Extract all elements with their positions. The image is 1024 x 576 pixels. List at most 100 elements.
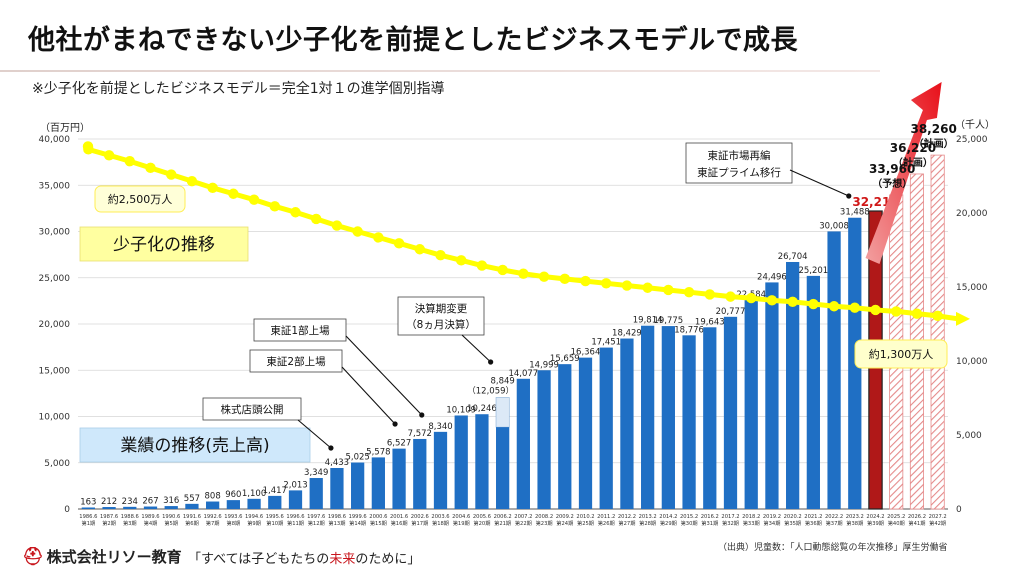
annualized-bar	[495, 397, 510, 428]
x-tick-year: 2004.6	[452, 514, 470, 520]
sales-legend-label: 業績の推移(売上高)	[120, 436, 269, 456]
x-tick-year: 1991.6	[183, 514, 201, 520]
y-left-tick-label: 40,000	[39, 135, 71, 145]
sales-bar	[454, 415, 468, 509]
x-tick-period: 第18期	[432, 519, 449, 527]
slogan-highlight: 未来	[329, 552, 356, 567]
tosho2-leader	[341, 366, 396, 425]
bar-value-label: 19,775	[653, 316, 683, 326]
tosho1-callout-box	[253, 318, 347, 342]
x-tick-period: 第9期	[247, 519, 261, 527]
sales-bar	[496, 427, 510, 509]
x-tick-year: 2009.2	[556, 514, 574, 520]
children-point	[352, 226, 363, 237]
children-legend-box	[79, 226, 249, 262]
x-tick-period: 第32期	[722, 519, 739, 527]
page-subtitle: ※少子化を前提としたビジネスモデル＝完全1対１の進学個別指導	[32, 81, 445, 97]
tento-callout-label: 株式店頭公開	[221, 403, 284, 416]
x-tick-year: 1995.6	[266, 514, 284, 520]
bar-value-label: 17,451	[591, 338, 621, 348]
prime-callout-line2: 東証プライム移行	[697, 166, 781, 179]
sales-bar	[661, 326, 675, 509]
x-tick-period: 第21期	[494, 519, 511, 527]
kessan-leader-dot	[488, 359, 494, 365]
children-point	[373, 232, 384, 243]
page-title: 他社がまねできない少子化を前提としたビジネスモデルで成長	[28, 25, 798, 56]
x-tick-year: 2016.2	[701, 514, 719, 520]
x-tick-year: 1992.6	[204, 514, 222, 520]
bar-value-label: 25,201	[798, 266, 828, 276]
x-tick-year: 1990.6	[162, 514, 180, 520]
end-population-box	[854, 339, 948, 369]
y-right-tick-label: 0	[956, 505, 962, 515]
kessan-callout-box	[397, 296, 485, 336]
x-tick-period: 第38期	[846, 519, 863, 527]
bar-value-label: 5,025	[345, 453, 369, 463]
start-population-box	[94, 185, 186, 213]
x-tick-year: 1996.6	[286, 514, 304, 520]
x-tick-year: 2021.2	[804, 514, 822, 520]
y-left-tick-label: 5,000	[44, 459, 70, 469]
x-tick-period: 第25期	[577, 519, 594, 527]
x-tick-period: 第16期	[391, 519, 408, 527]
bar-value-label: 234	[122, 497, 138, 507]
sales-bar	[475, 414, 489, 509]
children-arrowhead	[956, 311, 970, 326]
bar-value-label: 2,013	[283, 480, 307, 490]
x-tick-year: 2007.2	[514, 514, 532, 520]
sales-bar	[786, 261, 800, 509]
prime-callout-box	[685, 142, 793, 184]
x-tick-year: 2008.2	[535, 514, 553, 520]
x-tick-year: 1993.6	[224, 514, 242, 520]
forecast-value-label: 36,220	[890, 141, 936, 155]
sales-bar	[247, 498, 261, 509]
y-right-tick-label: 20,000	[956, 209, 988, 219]
bar-value-label: 18,776	[674, 325, 704, 335]
x-tick-year: 2010.2	[576, 514, 594, 520]
sales-bar	[164, 506, 178, 509]
forecast-note-label: （計画）	[914, 137, 954, 150]
sales-bar	[723, 316, 738, 509]
children-point	[311, 213, 322, 225]
sales-legend-box	[79, 427, 311, 463]
sales-bar	[703, 327, 717, 509]
tento-callout-box	[202, 397, 302, 421]
children-point	[435, 249, 446, 261]
forecast-value-label: 33,960	[869, 162, 915, 176]
data-source-note: （出典）児童数：「人口動態総覧の年次推移」厚生労働省	[718, 543, 948, 553]
sales-bar	[413, 438, 427, 509]
x-tick-year: 2001.6	[390, 514, 408, 520]
bar-value-label: 3,349	[304, 468, 328, 478]
x-tick-year: 1986.6	[79, 514, 97, 520]
x-tick-year: 2002.6	[411, 514, 429, 520]
bar-value-label: 10,246	[467, 404, 497, 414]
sales-bar	[371, 457, 385, 509]
x-tick-period: 第12期	[308, 519, 325, 527]
children-point	[849, 302, 860, 313]
x-tick-period: 第36期	[805, 519, 822, 527]
y-right-tick-label: 5,000	[956, 431, 982, 441]
children-point	[186, 175, 198, 187]
slogan-suffix: のために」	[355, 552, 421, 567]
x-tick-period: 第31期	[701, 519, 718, 527]
x-tick-year: 2026.2	[908, 514, 926, 520]
x-tick-year: 1989.6	[141, 514, 159, 520]
children-point	[248, 194, 260, 205]
x-tick-period: 第28期	[639, 519, 656, 527]
x-tick-period: 第30期	[681, 519, 698, 527]
children-point	[891, 306, 902, 317]
bar-value-label: 1,100	[242, 489, 266, 499]
x-tick-period: 第34期	[763, 519, 780, 527]
bar-value-label: 7,572	[408, 429, 432, 439]
bar-value-label: 16,364	[571, 348, 601, 358]
bar-value-label: 20,777	[716, 307, 746, 317]
children-point	[828, 301, 840, 312]
x-tick-year: 2019.2	[763, 514, 781, 520]
kessan-leader	[461, 334, 492, 363]
start-population-label: 約2,500万人	[108, 192, 173, 206]
x-tick-year: 2015.2	[680, 514, 698, 520]
x-tick-period: 第40期	[888, 519, 905, 527]
bar-value-label: 8,849	[490, 376, 514, 386]
